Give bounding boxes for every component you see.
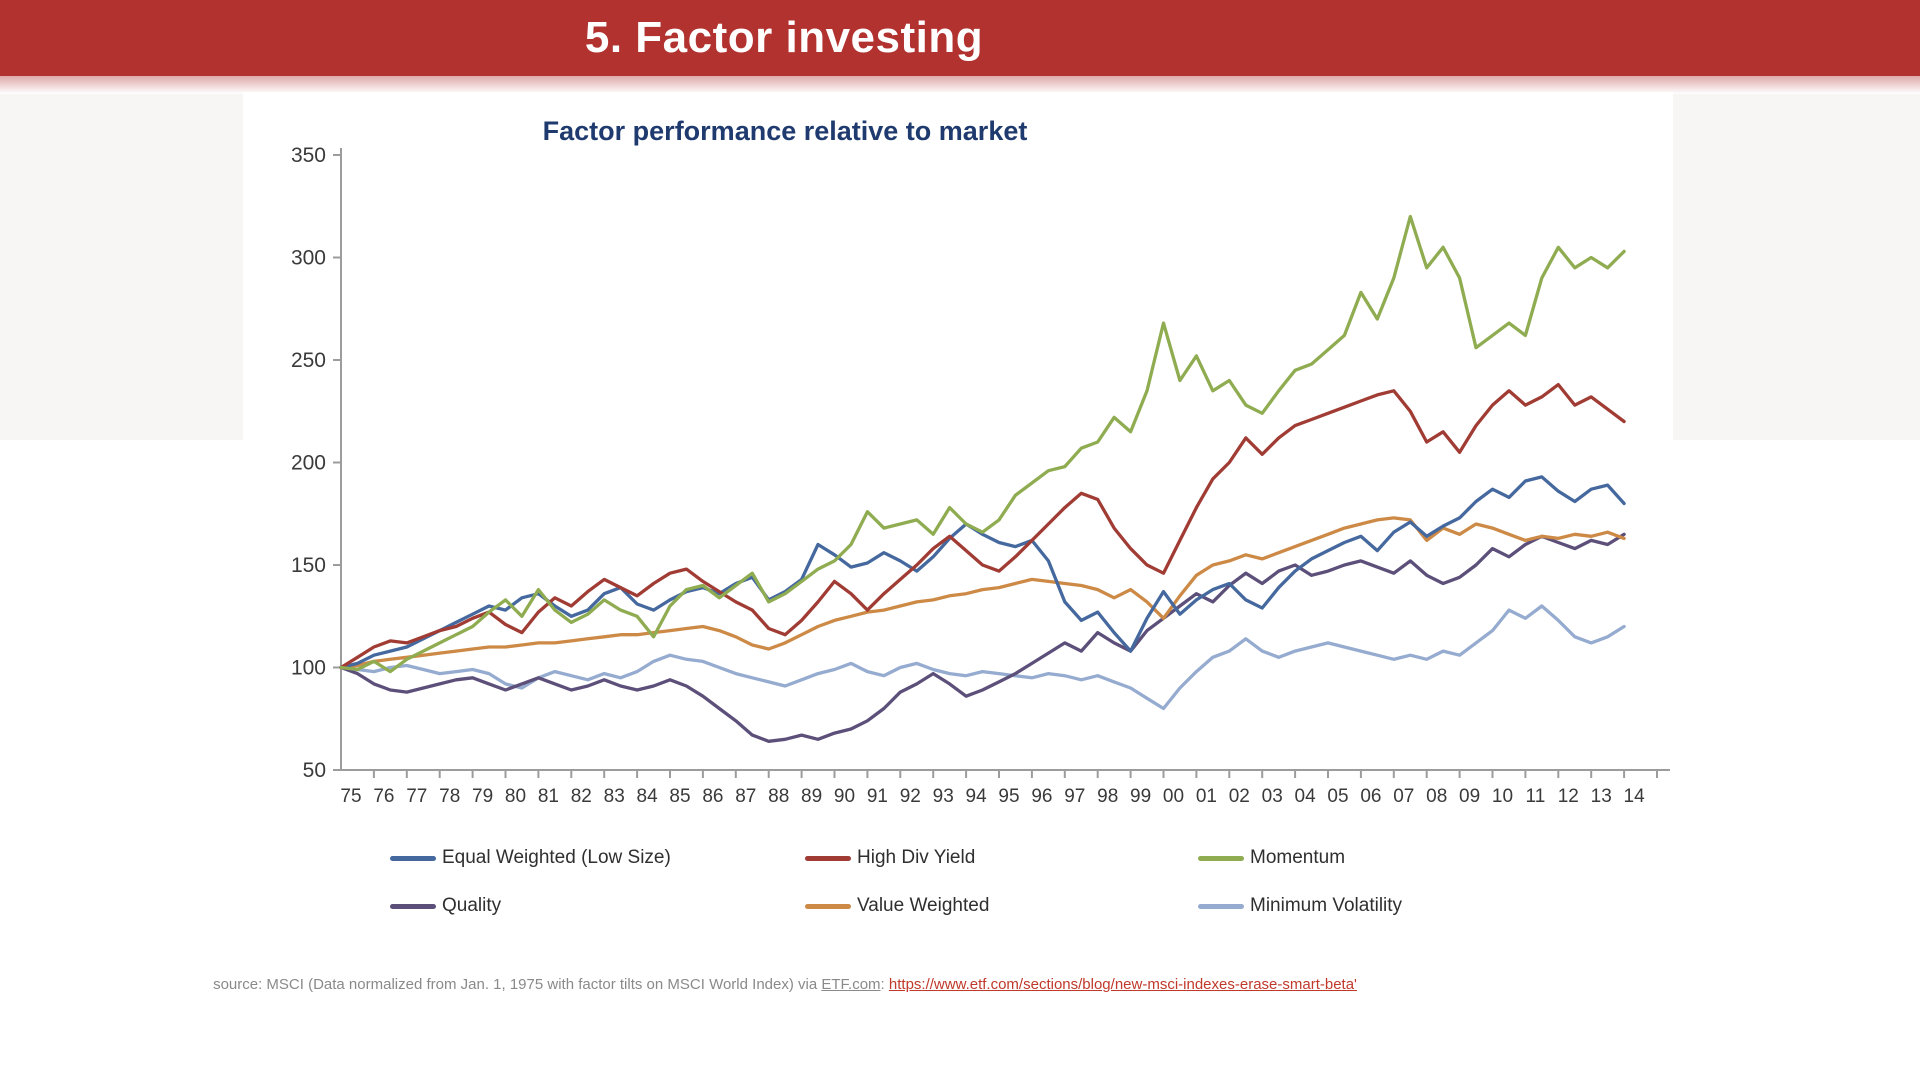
legend-swatch-high-div-yield bbox=[805, 855, 851, 861]
y-tick-label: 100 bbox=[291, 657, 326, 680]
source-etf-link[interactable]: ETF.com bbox=[821, 976, 881, 993]
x-tick-label: 81 bbox=[538, 786, 559, 807]
factor-performance-chart: 50 100 150 200 250 300 350 75 76 77 78 79 80 81 82 83 84… bbox=[291, 144, 1670, 807]
x-tick-label: 99 bbox=[1130, 786, 1151, 807]
series-line-momentum bbox=[339, 214, 1626, 674]
x-tick-label: 13 bbox=[1591, 786, 1612, 807]
x-tick-label: 11 bbox=[1526, 786, 1546, 807]
x-tick-label: 95 bbox=[998, 786, 1019, 807]
x-tick-label: 02 bbox=[1229, 786, 1250, 807]
legend-swatch-value-weighted bbox=[805, 903, 851, 909]
x-tick-label: 04 bbox=[1295, 786, 1317, 807]
chart-title: Factor performance relative to market bbox=[542, 116, 1028, 146]
x-tick-label: 82 bbox=[571, 786, 592, 807]
y-tick-label: 150 bbox=[291, 554, 326, 577]
legend-swatch-minimum-volatility bbox=[1198, 903, 1244, 909]
series-line-value-weighted bbox=[339, 516, 1626, 670]
legend-label-value-weighted: Value Weighted bbox=[857, 895, 990, 916]
x-tick-label: 12 bbox=[1558, 786, 1579, 807]
x-tick-label: 79 bbox=[472, 786, 493, 807]
x-tick-label: 14 bbox=[1624, 786, 1646, 807]
x-tick-label: 86 bbox=[702, 786, 723, 807]
banner-shadow bbox=[0, 76, 1920, 94]
x-tick-label: 07 bbox=[1393, 786, 1414, 807]
x-tick-label: 00 bbox=[1163, 786, 1184, 807]
x-tick-label: 78 bbox=[439, 786, 460, 807]
x-tick-label: 75 bbox=[340, 786, 361, 807]
legend-item-equal-weighted: Equal Weighted (Low Size) bbox=[390, 847, 671, 869]
x-tick-label: 93 bbox=[933, 786, 954, 807]
series-line-quality bbox=[339, 532, 1626, 743]
x-tick-label: 89 bbox=[801, 786, 822, 807]
source-caption: source: MSCI (Data normalized from Jan. … bbox=[0, 976, 1570, 993]
x-tick-label: 10 bbox=[1492, 786, 1513, 807]
legend-item-high-div-yield: High Div Yield bbox=[805, 847, 975, 869]
x-tick-label: 94 bbox=[966, 786, 988, 807]
legend-item-quality: Quality bbox=[390, 895, 501, 917]
legend-label-momentum: Momentum bbox=[1250, 847, 1346, 868]
y-tick-label: 350 bbox=[291, 144, 326, 167]
legend-item-momentum: Momentum bbox=[1198, 847, 1345, 869]
source-text: source: MSCI (Data normalized from Jan. … bbox=[213, 976, 822, 993]
x-tick-label: 84 bbox=[637, 786, 659, 807]
x-tick-label: 80 bbox=[505, 786, 526, 807]
legend-label-high-div-yield: High Div Yield bbox=[857, 847, 976, 868]
legend-swatch-equal-weighted bbox=[390, 855, 436, 861]
x-tick-label: 97 bbox=[1064, 786, 1085, 807]
x-tick-label: 91 bbox=[867, 786, 888, 807]
x-tick-label: 76 bbox=[373, 786, 394, 807]
x-tick-label: 96 bbox=[1031, 786, 1052, 807]
source-separator: : bbox=[880, 976, 889, 993]
x-tick-label: 90 bbox=[834, 786, 855, 807]
slide-title: 5. Factor investing bbox=[584, 13, 984, 62]
x-tick-label: 83 bbox=[604, 786, 625, 807]
y-tick-label: 200 bbox=[291, 452, 326, 475]
legend-label-minimum-volatility: Minimum Volatility bbox=[1250, 895, 1403, 916]
x-tick-label: 01 bbox=[1196, 786, 1217, 807]
x-tick-label: 87 bbox=[735, 786, 756, 807]
y-tick-label: 250 bbox=[291, 349, 326, 372]
series-line-equal-weighted bbox=[339, 475, 1626, 670]
legend-label-equal-weighted: Equal Weighted (Low Size) bbox=[442, 847, 671, 868]
series-line-high-div-yield bbox=[339, 382, 1626, 670]
x-tick-label: 03 bbox=[1262, 786, 1283, 807]
x-tick-label: 08 bbox=[1426, 786, 1447, 807]
legend-swatch-momentum bbox=[1198, 855, 1244, 861]
chart-canvas bbox=[243, 92, 1673, 1027]
legend-item-minimum-volatility: Minimum Volatility bbox=[1198, 895, 1402, 917]
series-line-minimum-volatility bbox=[339, 604, 1626, 711]
slide-header-banner: 5. Factor investing bbox=[0, 0, 1920, 76]
y-tick-label: 300 bbox=[291, 247, 326, 270]
x-tick-label: 85 bbox=[669, 786, 690, 807]
y-tick-label: 50 bbox=[303, 759, 326, 782]
x-tick-label: 88 bbox=[768, 786, 789, 807]
legend-item-value-weighted: Value Weighted bbox=[805, 895, 989, 917]
legend-label-quality: Quality bbox=[442, 895, 502, 916]
x-tick-label: 98 bbox=[1097, 786, 1118, 807]
legend-swatch-quality bbox=[390, 903, 436, 909]
x-tick-label: 92 bbox=[900, 786, 921, 807]
x-tick-label: 09 bbox=[1459, 786, 1480, 807]
x-tick-label: 77 bbox=[406, 786, 427, 807]
x-tick-label: 05 bbox=[1327, 786, 1348, 807]
x-tick-label: 06 bbox=[1360, 786, 1381, 807]
source-url-link[interactable]: https://www.etf.com/sections/blog/new-ms… bbox=[888, 976, 1357, 993]
